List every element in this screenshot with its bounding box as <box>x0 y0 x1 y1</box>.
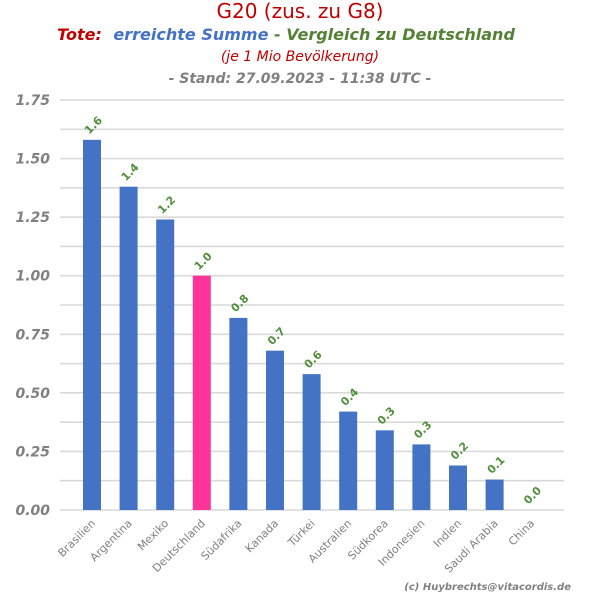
x-tick-label: Indien <box>431 517 464 550</box>
bar-kanada <box>266 350 284 510</box>
y-tick-label: 1.00 <box>15 269 50 285</box>
y-tick-label: 1.75 <box>15 93 50 109</box>
data-label: 0.2 <box>448 440 471 463</box>
y-tick-label: 1.50 <box>15 152 50 168</box>
bar-türkei <box>302 374 321 510</box>
subtitle-summe: erreichte Summe <box>113 25 268 44</box>
y-tick-label: 0.75 <box>15 327 50 343</box>
data-label: 1.0 <box>192 250 215 273</box>
bar-brasilien <box>83 139 101 511</box>
y-tick-label: 0.50 <box>15 386 50 402</box>
data-label: 1.6 <box>82 114 105 137</box>
subtitle-vergleich: - Vergleich zu Deutschland <box>274 25 515 44</box>
x-tick-label: Kanada <box>243 517 281 555</box>
data-label: 0.6 <box>302 348 325 371</box>
y-tick-label: 0.25 <box>15 444 50 460</box>
bar-deutschland <box>192 275 211 510</box>
credit-text: (c) Huybrechts@vitacordis.de <box>404 582 571 593</box>
x-tick-label: Mexiko <box>135 517 171 553</box>
data-label: 1.4 <box>119 160 142 183</box>
data-label: 0.1 <box>485 454 508 477</box>
bar-indien <box>449 465 467 510</box>
bar-australien <box>339 411 358 510</box>
y-axis-ticks: 0.00 0.25 0.50 0.75 1.00 1.25 1.50 1.75 <box>15 93 50 519</box>
bar-südkorea <box>375 430 394 510</box>
data-label: 0.8 <box>228 292 251 315</box>
x-tick-label: China <box>506 517 537 548</box>
data-label: 0.0 <box>521 484 544 507</box>
chart-subtitle: Tote: erreichte Summe - Vergleich zu Deu… <box>57 25 515 44</box>
bar-argentina <box>119 186 138 510</box>
chart-stand: - Stand: 27.09.2023 - 11:38 UTC - <box>169 71 432 87</box>
bar-saudi-arabia <box>485 479 504 510</box>
subtitle-tote: Tote: <box>57 25 102 44</box>
y-tick-label: 1.25 <box>15 210 50 226</box>
chart-title: G20 (zus. zu G8) <box>217 0 384 23</box>
chart-note: (je 1 Mio Bevölkerung) <box>221 49 379 65</box>
y-tick-label: 0.00 <box>15 503 50 519</box>
bar-mexiko <box>156 219 175 510</box>
x-tick-label: Türkei <box>285 517 318 550</box>
data-label: 1.2 <box>155 194 178 217</box>
data-label: 0.3 <box>375 404 398 427</box>
bar-indonesien <box>412 444 431 510</box>
data-label: 0.7 <box>265 325 288 348</box>
bars <box>83 139 504 511</box>
bar-südafrika <box>229 317 248 510</box>
data-label: 0.4 <box>338 385 361 408</box>
